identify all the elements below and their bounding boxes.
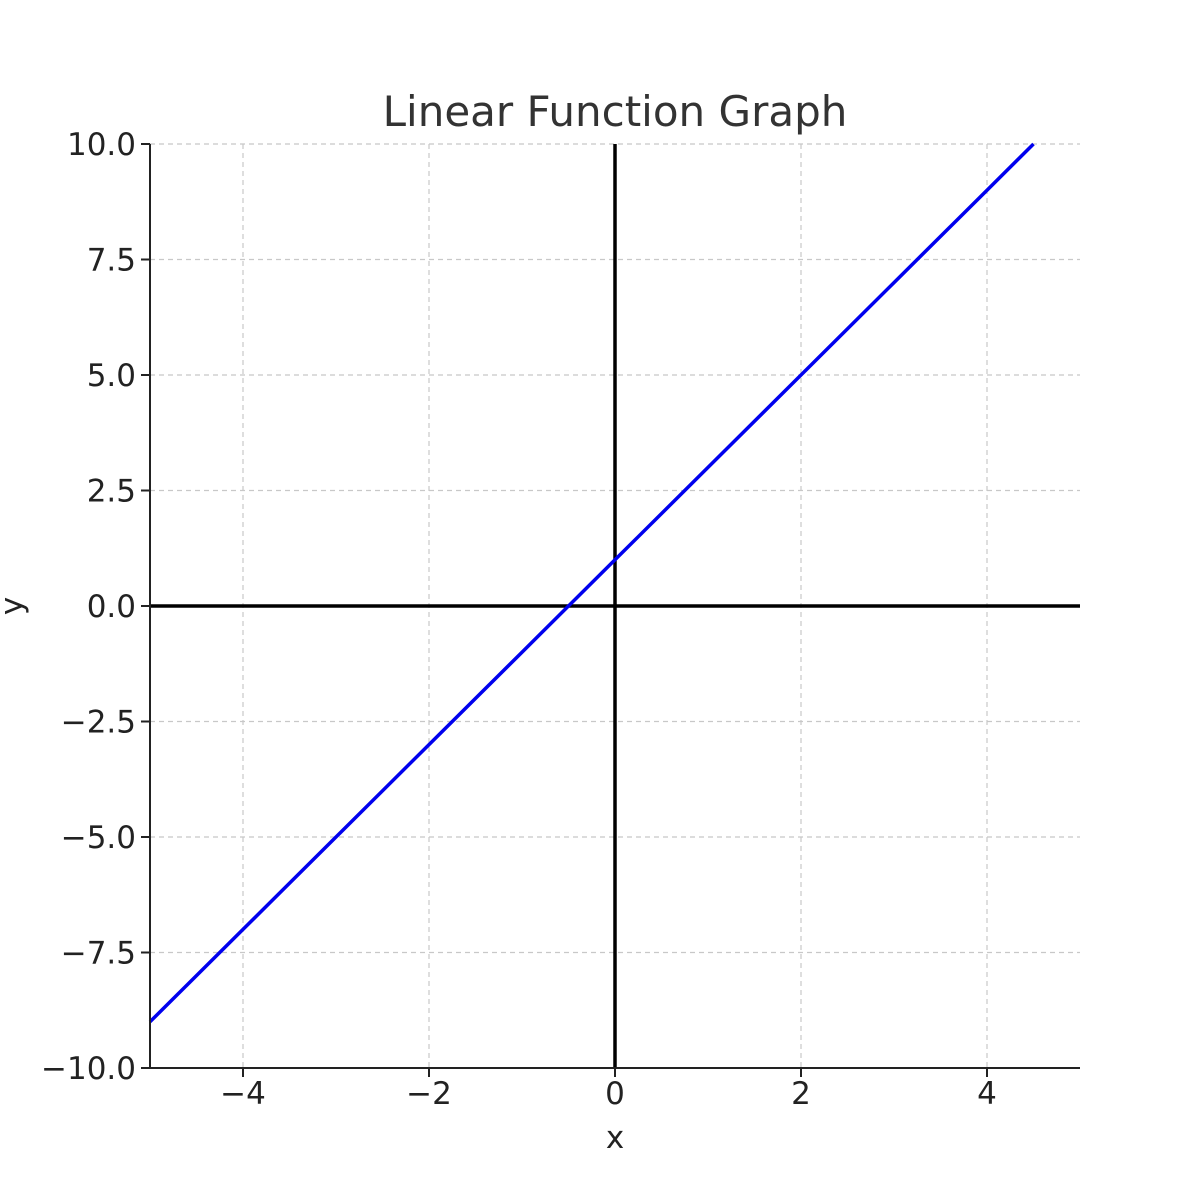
y-tick-label: −10.0 bbox=[41, 1051, 136, 1087]
x-tick-label: 2 bbox=[791, 1076, 811, 1112]
y-tick-label: 10.0 bbox=[67, 127, 136, 163]
y-tick-label: −7.5 bbox=[61, 936, 136, 972]
y-tick-label: −2.5 bbox=[61, 705, 136, 741]
y-axis-label: y bbox=[0, 597, 30, 615]
y-tick-label: 5.0 bbox=[87, 358, 136, 394]
x-tick-label: 4 bbox=[977, 1076, 997, 1112]
y-tick-label: 0.0 bbox=[87, 589, 136, 625]
y-ticks: −10.0 −7.5 −5.0 −2.5 0.0 2.5 5.0 7.5 10.0 bbox=[41, 127, 150, 1087]
chart-title: Linear Function Graph bbox=[383, 87, 848, 136]
x-tick-label: 0 bbox=[605, 1076, 625, 1112]
y-tick-label: 7.5 bbox=[87, 243, 136, 279]
reference-lines bbox=[150, 144, 1080, 1068]
x-ticks: −4 −2 0 2 4 bbox=[220, 1068, 997, 1112]
x-tick-label: −4 bbox=[220, 1076, 266, 1112]
series-layer bbox=[148, 142, 1035, 1024]
series-line bbox=[148, 142, 1035, 1024]
x-tick-label: −2 bbox=[406, 1076, 452, 1112]
x-axis-label: x bbox=[606, 1120, 624, 1156]
y-tick-label: −5.0 bbox=[61, 820, 136, 856]
y-tick-label: 2.5 bbox=[87, 474, 136, 510]
